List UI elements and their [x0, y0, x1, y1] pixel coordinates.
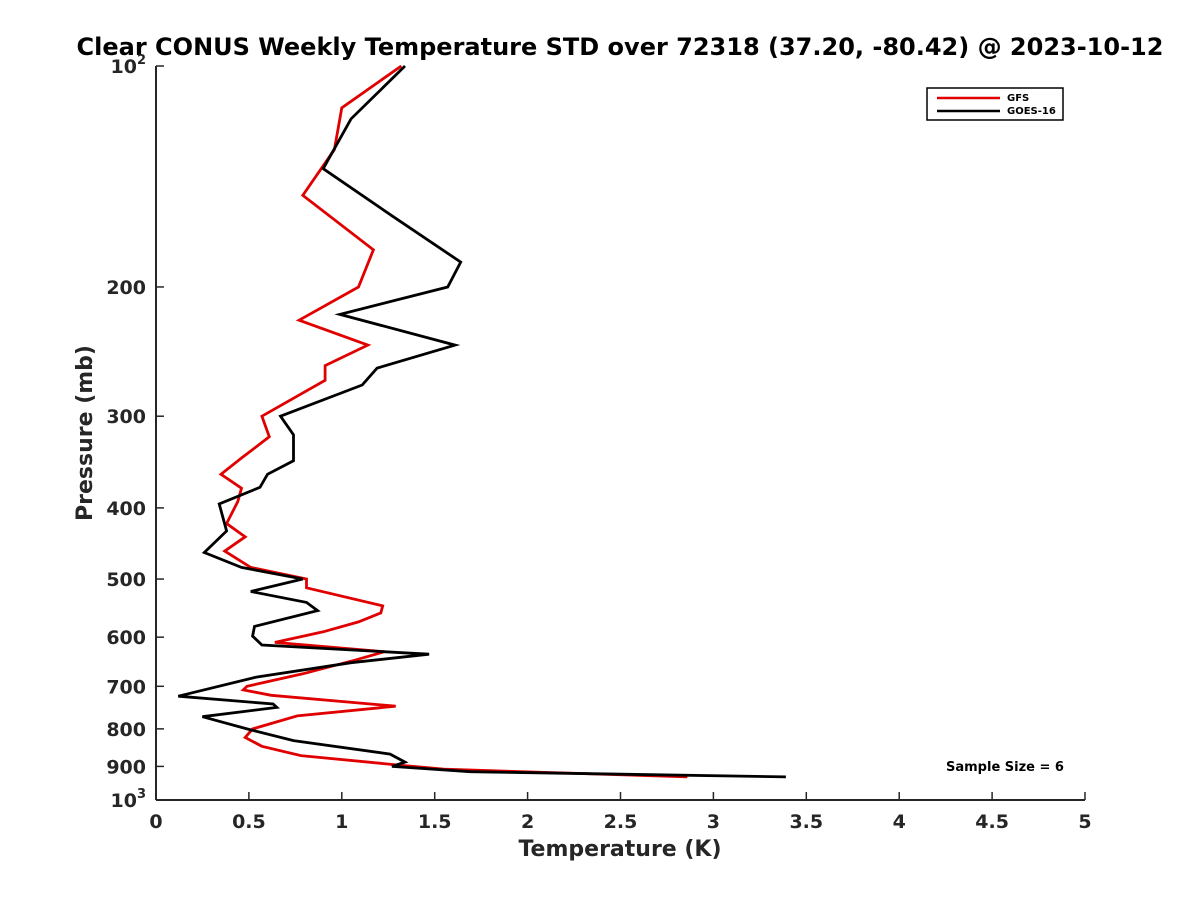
legend: GFS GOES-16 [926, 87, 1064, 121]
x-tick-label: 3 [707, 811, 720, 833]
chart-title: Clear CONUS Weekly Temperature STD over … [77, 33, 1164, 61]
series-line-gfs [218, 64, 688, 779]
legend-box [926, 87, 1064, 121]
x-tick-label: 1 [335, 811, 348, 833]
y-tick-label: 103 [111, 787, 147, 812]
x-tick-label: 0.5 [232, 811, 266, 833]
x-tick-label: 5 [1078, 811, 1091, 833]
x-tick-label: 2 [521, 811, 534, 833]
y-ticks: 102 200 300 400 500 600 700 800 900 103 [106, 53, 164, 812]
legend-label-goes16: GOES-16 [1007, 106, 1056, 117]
sample-size-annotation: Sample Size = 6 [946, 760, 1064, 775]
y-tick-label: 102 [111, 53, 147, 78]
y-tick-label: 900 [106, 756, 146, 778]
y-tick-label: 300 [106, 406, 146, 428]
x-tick-label: 4 [893, 811, 906, 833]
x-ticks: 0 0.5 1 1.5 2 2.5 3 3.5 4 4.5 5 [149, 792, 1092, 833]
x-tick-label: 3.5 [789, 811, 823, 833]
y-tick-label: 600 [106, 627, 146, 649]
y-tick-label: 200 [106, 277, 146, 299]
x-tick-label: 1.5 [418, 811, 452, 833]
y-tick-label: 500 [106, 569, 146, 591]
y-axis-label: Pressure (mb) [73, 345, 98, 521]
y-tick-label: 700 [106, 676, 146, 698]
legend-label-gfs: GFS [1007, 93, 1029, 104]
series-line-goes16 [177, 64, 786, 779]
x-tick-label: 2.5 [604, 811, 638, 833]
y-tick-label: 400 [106, 498, 146, 520]
x-tick-label: 4.5 [975, 811, 1009, 833]
y-tick-label: 800 [106, 719, 146, 741]
x-axis-label: Temperature (K) [518, 837, 721, 862]
plot-area: 0 0.5 1 1.5 2 2.5 3 3.5 4 4.5 5 102 200 300 400 500 600… [106, 53, 1091, 833]
series-group [177, 64, 786, 779]
x-tick-label: 0 [149, 811, 162, 833]
